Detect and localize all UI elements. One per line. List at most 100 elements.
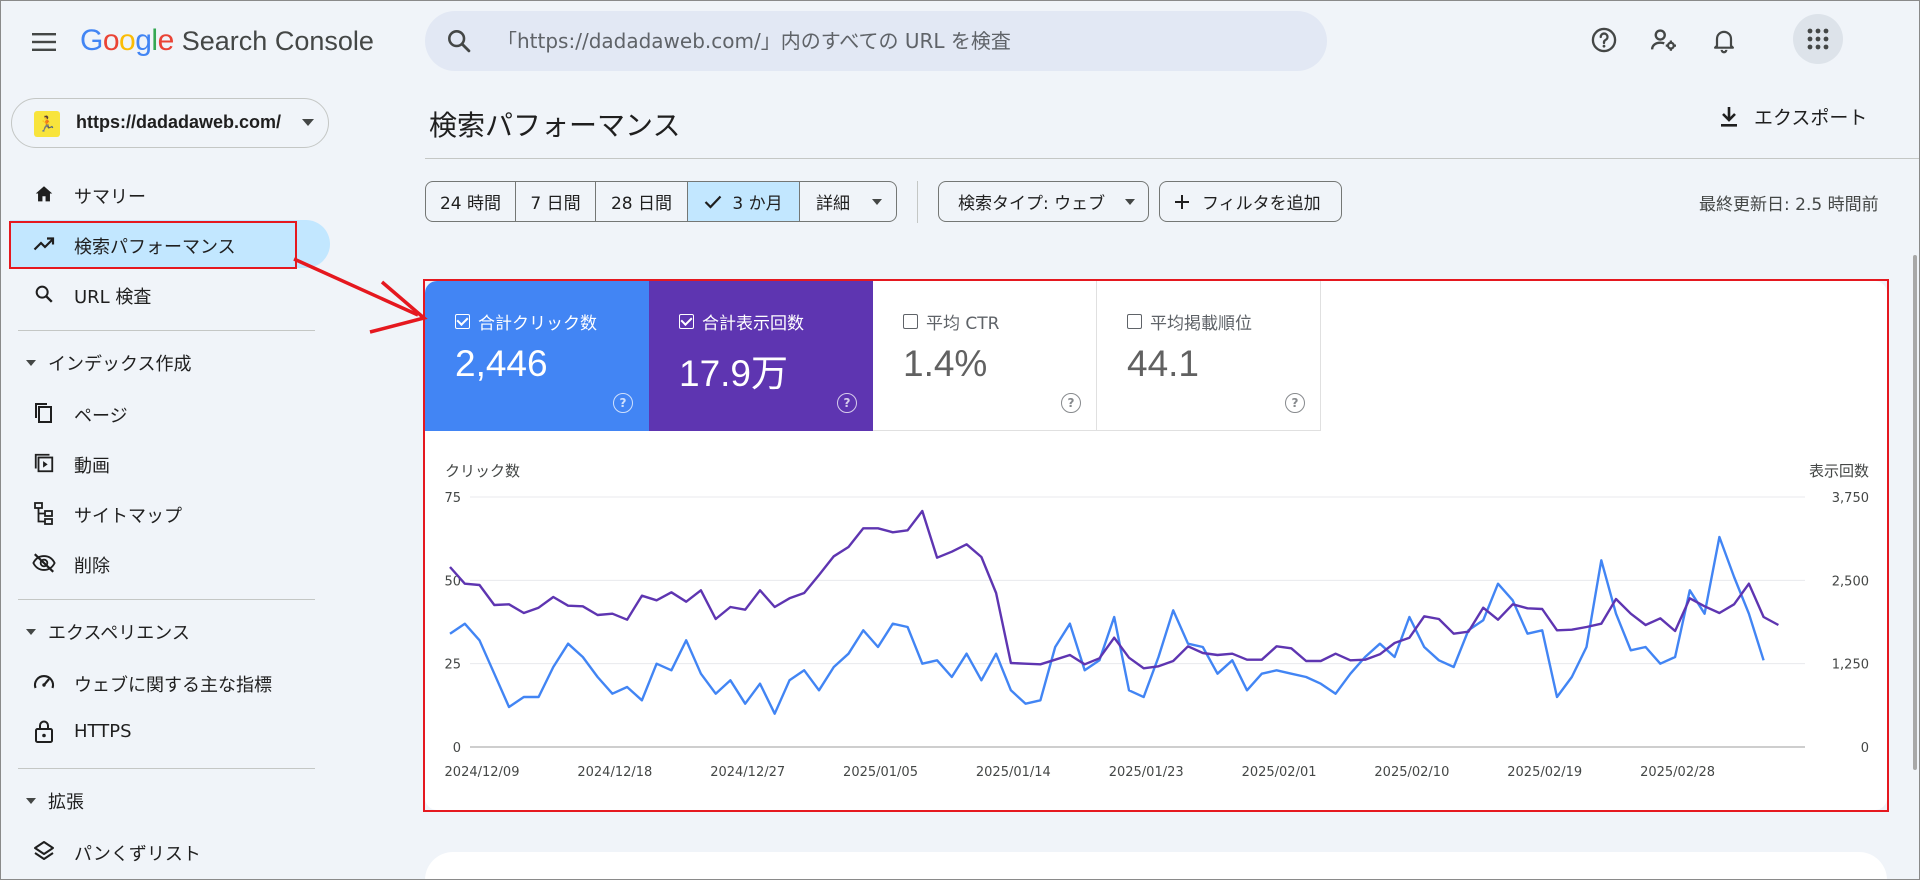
metric-total-clicks[interactable]: 合計クリック数 2,446 ? xyxy=(425,281,649,431)
chip-28-days[interactable]: 28 日間 xyxy=(596,182,688,221)
x-tick-label: 2025/01/23 xyxy=(1109,765,1184,780)
speed-icon xyxy=(32,670,56,694)
metric-label: 平均掲載順位 xyxy=(1150,314,1252,334)
metric-header: 平均 CTR xyxy=(903,309,999,334)
impressions-series-line xyxy=(449,509,1779,670)
x-tick-label: 2025/02/28 xyxy=(1640,765,1715,780)
plus-icon xyxy=(1175,194,1189,209)
last-updated-text: 最終更新日: 2.5 時間前 xyxy=(1699,195,1879,215)
sidebar-item-search-performance[interactable]: 検索パフォーマンス xyxy=(10,220,330,268)
sidebar-item-sitemaps[interactable]: サイトマップ xyxy=(10,489,330,537)
layers-icon xyxy=(32,839,56,863)
sidebar-divider xyxy=(18,330,315,331)
chip-label: 検索タイプ: ウェブ xyxy=(958,194,1106,214)
chip-24-hours[interactable]: 24 時間 xyxy=(426,182,516,221)
sidebar-item-video[interactable]: 動画 xyxy=(10,439,330,487)
chip-custom-range[interactable]: 詳細 xyxy=(800,182,896,221)
help-icon[interactable]: ? xyxy=(837,393,857,413)
metric-header: 合計表示回数 xyxy=(679,309,804,334)
right-axis-label: 表示回数 xyxy=(1809,462,1869,480)
chart-axis-ticks: 75 50 25 0 3,750 2,500 1,250 0 2024/12/09 2024/12… xyxy=(444,491,1869,780)
sidebar-item-breadcrumbs[interactable]: パンくずリスト xyxy=(10,827,330,875)
export-label: エクスポート xyxy=(1754,107,1868,129)
chip-label: フィルタを追加 xyxy=(1202,194,1321,214)
top-app-bar: Google Search Console xyxy=(0,0,1920,84)
chip-3-months[interactable]: 3 か月 xyxy=(688,182,800,221)
sidebar-item-url-inspection[interactable]: URL 検査 xyxy=(10,270,330,318)
sidebar-item-pages[interactable]: ページ xyxy=(10,389,330,437)
section-indexing[interactable]: インデックス作成 xyxy=(26,348,191,378)
pages-icon xyxy=(32,401,56,425)
help-icon[interactable]: ? xyxy=(1285,393,1305,413)
download-icon xyxy=(1721,106,1737,127)
query-table-card xyxy=(425,852,1887,880)
metric-value: 17.9万 xyxy=(679,353,789,394)
page-scrollbar[interactable] xyxy=(1913,255,1917,770)
search-icon[interactable] xyxy=(445,27,473,55)
sidebar-item-label: ウェブに関する主な指標 xyxy=(74,675,272,696)
collapse-arrow-icon xyxy=(26,798,36,804)
sidebar-item-label: 削除 xyxy=(74,556,110,577)
sidebar-item-summary[interactable]: サマリー xyxy=(10,170,330,218)
search-icon xyxy=(32,282,56,306)
sidebar-item-label: URL 検査 xyxy=(74,287,152,308)
section-experience[interactable]: エクスペリエンス xyxy=(26,617,190,647)
google-search-console-logo[interactable]: Google Search Console xyxy=(80,24,374,58)
sidebar-item-label: パンくずリスト xyxy=(74,844,201,865)
metric-label: 合計クリック数 xyxy=(478,314,597,334)
chip-separator xyxy=(917,181,918,223)
sitemap-icon xyxy=(32,501,56,525)
date-range-chip-group: 24 時間 7 日間 28 日間 3 か月 詳細 xyxy=(425,181,897,222)
metric-label: 平均 CTR xyxy=(926,314,1000,334)
checkbox-checked-icon xyxy=(455,314,470,329)
site-favicon-icon: 🏃 xyxy=(34,111,60,137)
search-type-chip[interactable]: 検索タイプ: ウェブ xyxy=(938,181,1149,222)
chip-7-days[interactable]: 7 日間 xyxy=(516,182,596,221)
menu-icon[interactable] xyxy=(28,26,60,58)
visibility-off-icon xyxy=(32,551,56,575)
add-filter-chip[interactable]: フィルタを追加 xyxy=(1159,181,1342,222)
right-tick-label: 1,250 xyxy=(1832,658,1869,673)
video-icon xyxy=(32,451,56,475)
section-enhancements[interactable]: 拡張 xyxy=(26,786,84,816)
chip-label: 3 か月 xyxy=(732,194,783,214)
apps-icon[interactable] xyxy=(1793,14,1843,64)
checkbox-unchecked-icon xyxy=(1127,314,1142,329)
help-icon[interactable] xyxy=(1586,22,1622,58)
product-name: Search Console xyxy=(181,26,374,56)
chart-series xyxy=(449,509,1779,715)
sidebar-item-label: 動画 xyxy=(74,456,110,477)
annotation-arrow xyxy=(293,257,428,334)
help-icon[interactable]: ? xyxy=(613,393,633,413)
sidebar-divider xyxy=(18,599,315,600)
left-tick-label: 0 xyxy=(453,741,461,756)
section-title: 拡張 xyxy=(48,792,84,813)
title-divider xyxy=(425,158,1920,159)
clicks-series-line xyxy=(449,535,1765,715)
metric-average-ctr[interactable]: 平均 CTR 1.4% ? xyxy=(873,281,1097,431)
section-title: エクスペリエンス xyxy=(48,623,190,644)
right-tick-label: 2,500 xyxy=(1832,574,1869,589)
url-inspection-search-bar[interactable] xyxy=(425,11,1327,71)
sidebar-item-core-web-vitals[interactable]: ウェブに関する主な指標 xyxy=(10,658,330,706)
metric-label: 合計表示回数 xyxy=(702,314,804,334)
performance-chart[interactable]: クリック数 表示回数 75 50 25 0 3,750 2,500 1,250 0 2024/1… xyxy=(425,431,1887,810)
help-icon[interactable]: ? xyxy=(1061,393,1081,413)
checkbox-unchecked-icon xyxy=(903,314,918,329)
left-tick-label: 75 xyxy=(444,491,461,506)
metric-header: 平均掲載順位 xyxy=(1127,309,1252,334)
metric-total-impressions[interactable]: 合計表示回数 17.9万 ? xyxy=(649,281,873,431)
sidebar-item-https[interactable]: HTTPS xyxy=(10,708,330,756)
url-inspection-input[interactable] xyxy=(497,23,1297,59)
chip-label: 28 日間 xyxy=(610,194,673,214)
checkbox-checked-icon xyxy=(679,314,694,329)
sidebar-item-removals[interactable]: 削除 xyxy=(10,539,330,587)
export-button[interactable]: エクスポート xyxy=(1718,103,1867,130)
property-selector[interactable]: 🏃 https://dadadaweb.com/ xyxy=(11,98,329,148)
sidebar-divider xyxy=(18,768,315,769)
notifications-icon[interactable] xyxy=(1706,22,1742,58)
performance-card: 合計クリック数 2,446 ? 合計表示回数 17.9万 ? 平均 CTR 1.… xyxy=(425,281,1887,810)
metric-value: 44.1 xyxy=(1127,343,1200,384)
account-settings-icon[interactable] xyxy=(1646,22,1682,58)
metric-average-position[interactable]: 平均掲載順位 44.1 ? xyxy=(1097,281,1321,431)
